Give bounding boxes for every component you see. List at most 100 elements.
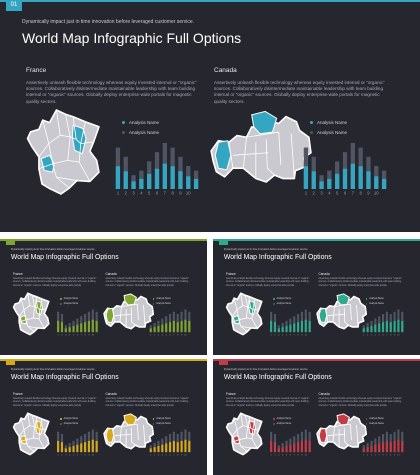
legend-dot — [273, 423, 275, 425]
tick-label: 3 — [371, 335, 373, 337]
legend-dot — [152, 298, 155, 300]
slide-subtitle: Dynamically impact just in time innovati… — [223, 368, 309, 372]
canada-map-region-border — [326, 309, 328, 322]
tick-label: 9 — [179, 191, 182, 196]
right-column-text: Assertively unleash flexible technology … — [105, 398, 189, 407]
canada-map-region-border — [326, 429, 328, 442]
bar-fill — [393, 440, 396, 453]
legend-dot — [310, 121, 313, 124]
france-map-region-border — [30, 415, 35, 426]
france-map-region-border — [70, 117, 76, 140]
bar-fill — [60, 442, 64, 453]
tick-label: 5 — [166, 455, 168, 457]
canada-map-highlight-region — [106, 428, 114, 442]
bar-fill — [68, 327, 71, 333]
bar-fill — [374, 444, 377, 453]
bar-fill — [193, 178, 199, 189]
bar-fill — [87, 320, 90, 333]
canada-map-region-border — [333, 427, 335, 442]
tick-label: 4 — [69, 335, 71, 337]
canada-map-region-border — [328, 314, 345, 315]
tick-label: 6 — [156, 191, 159, 196]
tick-label: 5 — [286, 455, 288, 457]
legend-item: Analysis Name — [273, 423, 291, 425]
legend-label: Analysis Name — [129, 130, 160, 135]
canada-map-region-border — [344, 427, 348, 445]
canada-map-region-border — [121, 424, 137, 427]
bar-fill — [57, 440, 60, 453]
bar-fill — [285, 325, 288, 333]
canada-map-region-border — [328, 434, 345, 435]
canada-map-region-border — [350, 304, 351, 320]
france-map-region-border — [39, 164, 69, 188]
bar-fill — [300, 440, 303, 453]
legend-label: Analysis Name — [129, 120, 160, 125]
tick-label: 8 — [359, 191, 362, 196]
legend-item: Analysis Name — [122, 120, 159, 125]
legend-label: Analysis Name — [156, 418, 171, 421]
legend-item: Analysis Name — [60, 423, 78, 425]
bar-fill — [401, 440, 404, 453]
tick-label: 1 — [150, 455, 152, 457]
bar-fill — [277, 448, 280, 453]
tick-label: 9 — [181, 455, 183, 457]
tick-label: 8 — [85, 335, 87, 337]
tick-label: 8 — [177, 335, 179, 337]
bar-fill — [303, 166, 309, 189]
france-map — [14, 413, 49, 454]
france-map-region-border — [237, 293, 243, 310]
bar-fill — [381, 322, 385, 333]
tick-label: 8 — [171, 191, 174, 196]
bar-fill — [358, 166, 363, 189]
canada-map-highlight-region — [124, 414, 136, 425]
canada-map-region-border — [137, 424, 138, 440]
france-map-region-border — [24, 413, 30, 430]
tick-label: 5 — [379, 455, 381, 457]
tick-label: 7 — [386, 335, 388, 337]
france-map-region-border — [19, 320, 34, 332]
tick-label: 1 — [271, 455, 273, 457]
canada-map-outline — [317, 416, 366, 448]
canada-map-region-border — [333, 307, 335, 322]
tick-label: 10 — [92, 335, 95, 337]
right-graphics: 1 2 3 4 5 6 7 8 9 10 — [213, 359, 404, 457]
bar-fill — [168, 322, 172, 333]
tick-label: 3 — [278, 335, 280, 337]
right-column-heading: Canada — [318, 272, 330, 277]
france-map-region-border — [28, 446, 38, 448]
canada-map — [317, 414, 366, 449]
bar-fill — [184, 319, 187, 333]
bar-fill — [273, 442, 277, 453]
tick-label: 9 — [181, 335, 183, 337]
canada-map-region-border — [137, 304, 138, 320]
tick-label: 1 — [150, 335, 152, 337]
right-column-heading: Canada — [105, 392, 117, 397]
slide-number-badge — [219, 359, 228, 366]
canada-map-highlight-region — [319, 308, 327, 322]
tick-label: 3 — [65, 335, 67, 337]
bar-fill — [362, 448, 365, 453]
france-map-region-border — [243, 295, 248, 306]
tick-label: 6 — [382, 335, 384, 337]
legend-item: Analysis Name — [152, 418, 171, 421]
bar-fill — [297, 442, 300, 453]
tick-label: 5 — [166, 335, 168, 337]
tick-label: 9 — [394, 455, 396, 457]
bar-fill — [273, 322, 277, 333]
tick-label: 10 — [184, 335, 187, 337]
bar-fill — [381, 442, 385, 453]
bar-fill — [285, 445, 288, 453]
tick-label: 5 — [336, 191, 339, 196]
left-column-heading: France — [26, 67, 47, 74]
slide-title: World Map Infographic Full Options — [10, 373, 119, 381]
bar-fill — [362, 328, 365, 333]
bar-fill — [370, 445, 373, 453]
left-column-heading: France — [12, 392, 23, 397]
tick-label: 1 — [58, 455, 60, 457]
legend-item: Analysis Name — [310, 130, 347, 135]
bar-fill — [281, 447, 284, 453]
tick-label: 7 — [352, 191, 355, 196]
bar-fill — [157, 325, 160, 333]
france-map-region-border — [237, 413, 243, 430]
bar-fill — [161, 324, 164, 333]
